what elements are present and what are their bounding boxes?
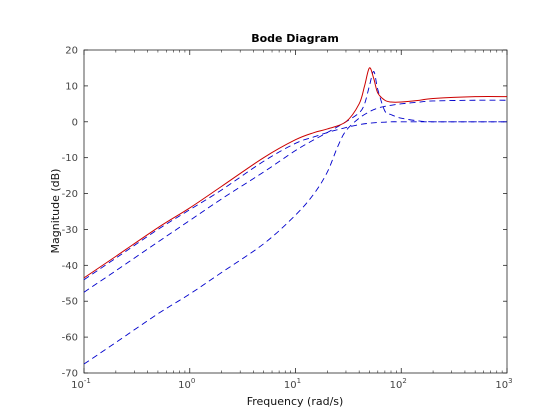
plot-area: [83, 49, 508, 374]
y-tick-label: -70: [62, 369, 78, 380]
series-line-4: [83, 67, 508, 279]
series-line-3: [83, 99, 508, 365]
x-tick-labels: 10-1 100 101 102 103: [71, 377, 512, 391]
y-tick-label: 20: [65, 46, 78, 57]
x-tick-label: 102: [390, 377, 407, 391]
y-tick-label: -30: [62, 225, 78, 236]
y-tick-label: 0: [72, 117, 78, 128]
y-tick-label: -20: [62, 189, 78, 200]
x-tick-label: 101: [284, 377, 301, 391]
series-line-2: [83, 71, 507, 293]
y-tick-label: -60: [62, 333, 78, 344]
x-tick-label: 10-1: [71, 377, 91, 391]
x-tick-label: 103: [495, 377, 512, 391]
y-tick-label: 10: [65, 81, 78, 92]
y-tick-label: -10: [62, 153, 78, 164]
chart-title: Bode Diagram: [251, 32, 339, 45]
y-tick-label: -40: [62, 261, 78, 272]
y-tick-label: -50: [62, 297, 78, 308]
y-axis-label: Magnitude (dB): [49, 169, 62, 254]
y-tick-labels: 20 10 0 -10 -20 -30 -40 -50 -60 -70: [62, 46, 78, 380]
series-line-1: [83, 121, 507, 281]
x-tick-label: 100: [178, 377, 195, 391]
series-group: [83, 67, 508, 365]
x-axis-label: Frequency (rad/s): [247, 395, 344, 408]
